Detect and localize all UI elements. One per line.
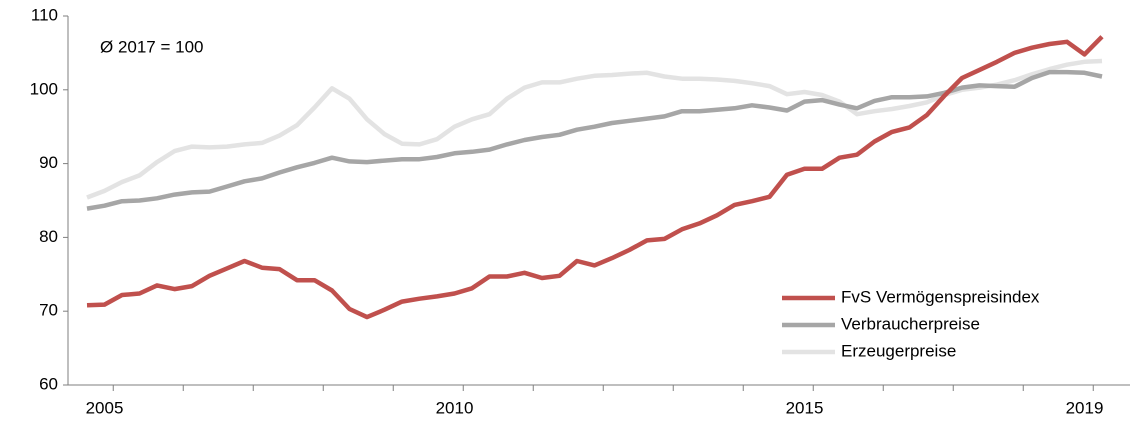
x-tick-label: 2005 [86, 398, 124, 417]
y-tick-label: 70 [39, 301, 58, 320]
y-tick-label: 90 [39, 153, 58, 172]
series-line [86, 69, 1103, 211]
x-tick-label: 2019 [1066, 398, 1104, 417]
y-tick-label: 110 [31, 5, 58, 24]
x-tick-label: 2010 [436, 398, 474, 417]
x-tick-label: 2015 [786, 398, 824, 417]
annotation: Ø 2017 = 100 [100, 37, 204, 56]
legend-label: FvS Vermögenspreisindex [841, 287, 1040, 306]
y-tick-label: 100 [30, 79, 58, 98]
series-line [86, 58, 1103, 200]
legend-label: Erzeugerpreise [841, 341, 956, 360]
series-line [86, 35, 1104, 320]
y-tick-label: 60 [39, 374, 58, 393]
y-tick-label: 80 [39, 227, 58, 246]
legend-label: Verbraucherpreise [841, 314, 980, 333]
